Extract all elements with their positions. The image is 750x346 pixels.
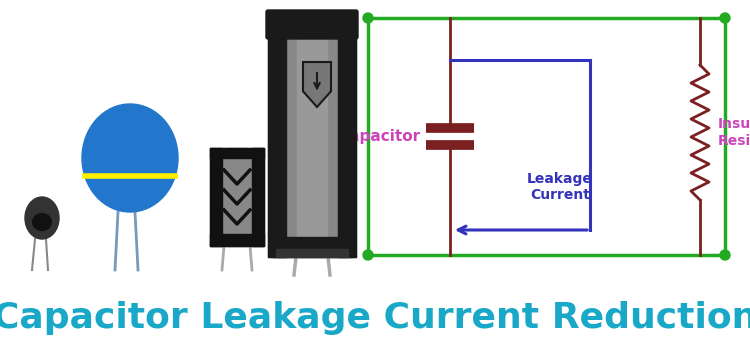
Polygon shape bbox=[303, 62, 331, 107]
Bar bbox=[297, 37, 327, 237]
Bar bbox=[227, 148, 247, 246]
Bar bbox=[252, 148, 264, 246]
Circle shape bbox=[363, 250, 373, 260]
Circle shape bbox=[720, 250, 730, 260]
Bar bbox=[210, 148, 264, 158]
Text: Insulator
Resistance: Insulator Resistance bbox=[718, 117, 750, 148]
Bar bbox=[268, 12, 356, 257]
Ellipse shape bbox=[33, 213, 51, 230]
Bar bbox=[272, 237, 352, 257]
Circle shape bbox=[363, 13, 373, 23]
Bar bbox=[210, 148, 264, 246]
FancyBboxPatch shape bbox=[266, 10, 358, 39]
Text: Capacitor Leakage Current Reduction: Capacitor Leakage Current Reduction bbox=[0, 301, 750, 335]
Ellipse shape bbox=[25, 197, 59, 239]
Ellipse shape bbox=[82, 104, 178, 212]
Circle shape bbox=[720, 13, 730, 23]
Bar bbox=[276, 249, 348, 257]
Bar bbox=[268, 12, 286, 257]
Bar bbox=[338, 12, 356, 257]
Text: Leakage
Current: Leakage Current bbox=[527, 172, 593, 202]
Bar bbox=[210, 234, 264, 246]
Text: Capacitor: Capacitor bbox=[338, 129, 420, 144]
Bar bbox=[210, 148, 222, 246]
